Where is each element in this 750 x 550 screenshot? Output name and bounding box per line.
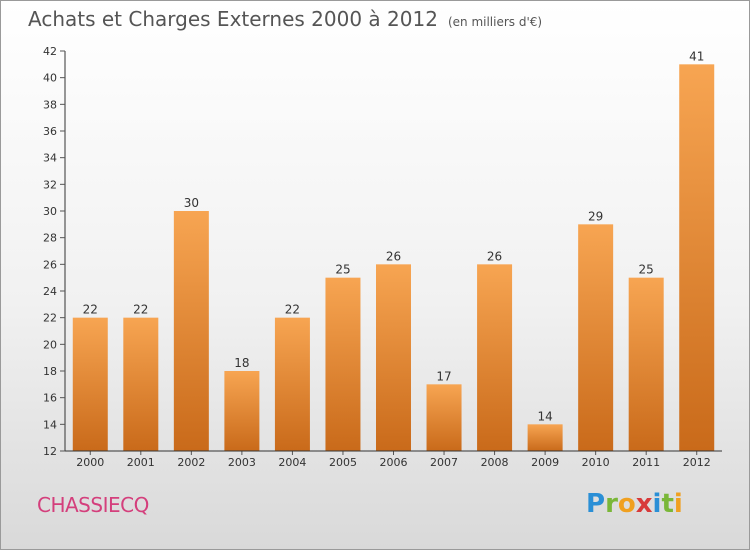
data-label-2012: 41 <box>689 49 704 63</box>
y-tick-label-32: 32 <box>43 178 57 191</box>
bar-2009 <box>527 424 563 451</box>
x-tick-label-2010: 2010 <box>582 456 610 469</box>
y-tick-label-14: 14 <box>43 418 57 431</box>
data-label-2008: 26 <box>487 249 502 263</box>
bar-2012 <box>679 64 715 452</box>
x-tick-label-2007: 2007 <box>430 456 458 469</box>
logo-letter: r <box>605 489 618 519</box>
bar-2011 <box>628 277 664 451</box>
data-label-2005: 25 <box>335 263 350 277</box>
y-tick-label-26: 26 <box>43 258 57 271</box>
y-tick-label-38: 38 <box>43 98 57 111</box>
x-tick-label-2001: 2001 <box>127 456 155 469</box>
place-name: CHASSIECQ <box>37 493 149 517</box>
x-tick-label-2008: 2008 <box>481 456 509 469</box>
y-tick-label-16: 16 <box>43 392 57 405</box>
logo-letter: x <box>635 489 653 519</box>
bar-2000 <box>72 317 108 451</box>
x-tick-label-2006: 2006 <box>380 456 408 469</box>
bar-2003 <box>224 371 260 451</box>
bar-2010 <box>578 224 614 451</box>
y-tick-label-18: 18 <box>43 365 57 378</box>
y-tick-label-20: 20 <box>43 338 57 351</box>
chart-title: Achats et Charges Externes 2000 à 2012 (e… <box>28 7 542 31</box>
bar-2005 <box>325 277 361 451</box>
x-tick-label-2005: 2005 <box>329 456 357 469</box>
x-tick-label-2003: 2003 <box>228 456 256 469</box>
chart-title-text: Achats et Charges Externes 2000 à 2012 <box>28 7 438 31</box>
y-tick-label-34: 34 <box>43 152 57 165</box>
logo-letter: t <box>661 489 674 519</box>
logo-letter: P <box>586 489 606 519</box>
bar-2002 <box>173 211 209 451</box>
y-tick-label-22: 22 <box>43 312 57 325</box>
x-tick-label-2012: 2012 <box>683 456 711 469</box>
y-tick-label-40: 40 <box>43 72 57 85</box>
bar-2007 <box>426 384 462 451</box>
y-tick-label-28: 28 <box>43 232 57 245</box>
data-label-2002: 30 <box>184 196 199 210</box>
y-tick-label-30: 30 <box>43 205 57 218</box>
data-label-2003: 18 <box>234 356 249 370</box>
x-tick-label-2000: 2000 <box>76 456 104 469</box>
y-tick-label-24: 24 <box>43 285 57 298</box>
logo-letter: i <box>652 489 662 519</box>
x-tick-label-2009: 2009 <box>531 456 559 469</box>
bar-2001 <box>123 317 159 451</box>
y-tick-label-12: 12 <box>43 445 57 458</box>
logo-letter: i <box>673 489 683 519</box>
y-tick-label-42: 42 <box>43 45 57 58</box>
data-label-2006: 26 <box>386 249 401 263</box>
x-tick-label-2004: 2004 <box>278 456 306 469</box>
y-tick-label-36: 36 <box>43 125 57 138</box>
data-label-2000: 22 <box>83 303 98 317</box>
chart-subtitle: (en milliers d'€) <box>447 15 543 29</box>
proxiti-logo: Proxiti <box>586 489 683 519</box>
logo-letter: o <box>617 489 636 519</box>
bar-2008 <box>477 264 513 451</box>
data-label-2009: 14 <box>537 409 552 423</box>
data-label-2001: 22 <box>133 303 148 317</box>
bar-2004 <box>274 317 310 451</box>
data-label-2004: 22 <box>285 303 300 317</box>
data-label-2011: 25 <box>639 263 654 277</box>
data-label-2010: 29 <box>588 209 603 223</box>
bar-2006 <box>376 264 411 451</box>
x-tick-label-2011: 2011 <box>632 456 660 469</box>
data-label-2007: 17 <box>436 369 451 383</box>
x-tick-label-2002: 2002 <box>177 456 205 469</box>
